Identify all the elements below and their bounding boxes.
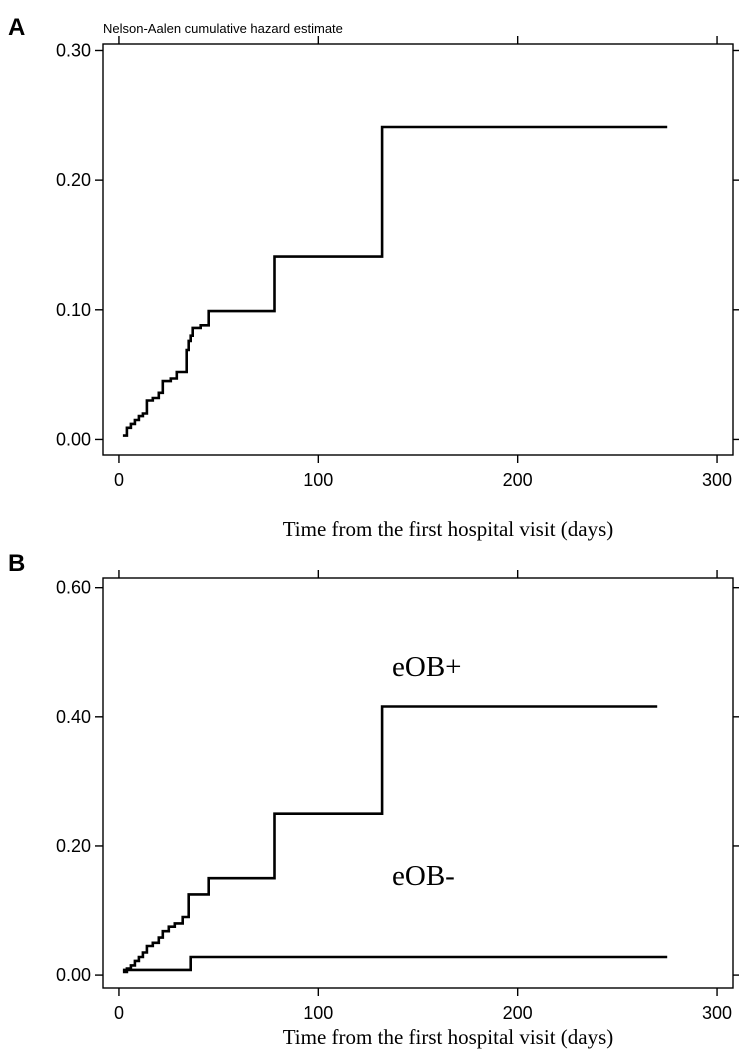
panel-a-y-tick-label-2: 0.20: [56, 170, 91, 190]
panel-b-x-tick-label-2: 200: [503, 1003, 533, 1023]
panel-a-y-tick-label-1: 0.10: [56, 300, 91, 320]
panel-b-y-tick-label-1: 0.20: [56, 836, 91, 856]
panel-b: B 0 100 200 300 0.000.200.400.60 eOB+ eOB- …: [8, 550, 739, 1049]
panel-a-x-axis-title: Time from the first hospital visit (days…: [283, 517, 614, 541]
panel-a-step-line-series-0: [122, 125, 668, 437]
panel-a-plot-frame: [102, 43, 734, 456]
panel-a-y-tick-labels: 0.00 0.10 0.20 0.30: [56, 40, 91, 449]
panel-b-y-tick-label-2: 0.40: [56, 707, 91, 727]
panel-b-x-tick-label-3: 300: [702, 1003, 732, 1023]
panel-a-x-tick-label-3: 300: [702, 470, 732, 490]
panel-a-x-tick-label-0: 0: [114, 470, 124, 490]
panel-a-x-tick-label-1: 100: [303, 470, 333, 490]
panel-b-series: [122, 705, 668, 974]
panel-a-x-tick-labels: 0 100 200 300: [114, 470, 732, 490]
panel-b-x-tick-labels: 0 100 200 300: [114, 1003, 732, 1023]
panel-b-y-tick-label-0: 0.00: [56, 965, 91, 985]
panel-a-subtitle: Nelson-Aalen cumulative hazard estimate: [103, 21, 343, 36]
panel-a-y-tick-label-0: 0.00: [56, 429, 91, 449]
panel-b-x-tick-label-1: 100: [303, 1003, 333, 1023]
panel-a-x-tick-label-2: 200: [503, 470, 533, 490]
series-label-eob-minus: eOB-: [392, 860, 455, 892]
panel-b-y-ticks: [95, 586, 739, 976]
panel-b-letter: B: [8, 550, 25, 577]
panel-b-x-axis-title: Time from the first hospital visit (days…: [283, 1025, 614, 1049]
panel-a-letter: A: [8, 14, 25, 41]
panel-a-series: [122, 125, 668, 437]
panel-b-x-tick-label-0: 0: [114, 1003, 124, 1023]
panel-b-y-tick-labels: 0.00 0.20 0.40 0.60: [56, 578, 91, 985]
panel-a-y-tick-label-3: 0.30: [56, 40, 91, 60]
panel-b-plot-frame: [102, 577, 734, 989]
panel-b-x-ticks: [118, 570, 718, 996]
panel-b-y-tick-label-3: 0.60: [56, 578, 91, 598]
series-label-eob-plus: eOB+: [392, 651, 462, 683]
panel-a: A Nelson-Aalen cumulative hazard estimat…: [8, 14, 739, 541]
panel-b-step-line-eob-minus: [122, 955, 668, 972]
panel-b-step-line-eob-plus: [122, 705, 658, 974]
panel-a-x-ticks: [118, 36, 718, 463]
panel-a-y-ticks: [95, 49, 739, 441]
